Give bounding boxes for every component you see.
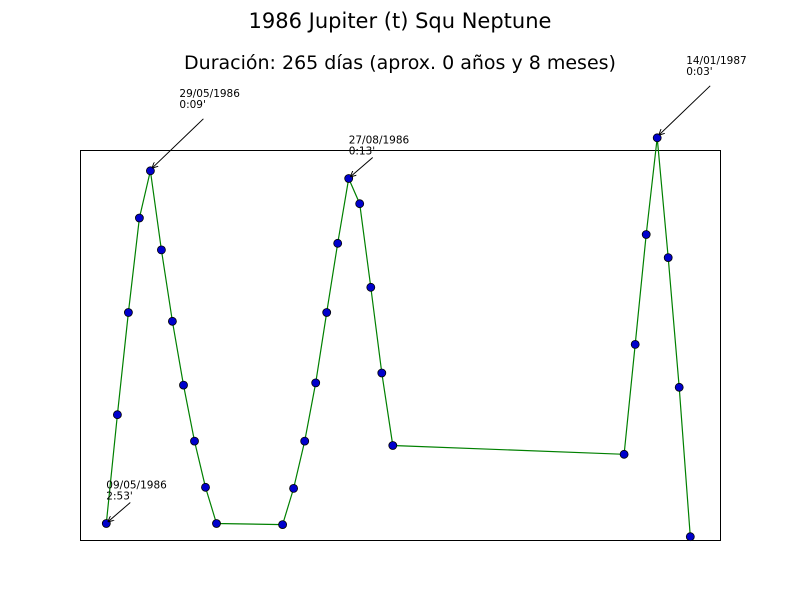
plot-area-frame [80, 150, 721, 541]
data-point [388, 441, 398, 450]
annotation-arrow [659, 85, 711, 135]
annotation-value: 0:03' [686, 66, 712, 78]
data-point [674, 382, 684, 392]
data-point [322, 308, 332, 317]
data-point [685, 532, 695, 542]
data-point [641, 230, 651, 239]
data-point [201, 482, 210, 492]
data-markers [101, 133, 695, 542]
data-point [179, 380, 188, 390]
series-line [105, 137, 691, 537]
data-point [300, 436, 310, 446]
annotation-value: 2:53' [106, 491, 132, 503]
data-point [619, 449, 629, 459]
annotation-date: 29/05/1986 [179, 88, 240, 100]
data-point [190, 436, 199, 446]
data-point [212, 519, 221, 528]
data-point [652, 133, 662, 143]
annotation-date: 27/08/1986 [349, 135, 410, 147]
data-point [333, 238, 343, 248]
annotation-arrow [152, 118, 204, 168]
data-point [311, 378, 321, 388]
annotation-arrow [351, 157, 374, 177]
data-point [355, 199, 365, 209]
annotation-value: 0:09' [179, 99, 205, 111]
data-point [630, 339, 640, 349]
data-point [113, 410, 122, 420]
annotation-arrow [108, 502, 131, 522]
data-point [134, 213, 144, 223]
data-point [366, 282, 376, 292]
chart-subtitle: Duración: 265 días (aprox. 0 años y 8 me… [184, 52, 616, 74]
data-point [377, 368, 387, 378]
data-point [289, 483, 299, 493]
data-point [663, 253, 673, 263]
data-point [167, 316, 177, 326]
data-point [278, 520, 288, 529]
data-point [123, 308, 133, 317]
annotation-date: 09/05/1986 [106, 480, 167, 492]
chart-title: 1986 Jupiter (t) Squ Neptune [249, 9, 552, 33]
annotation-value: 0:13' [349, 146, 375, 158]
data-point [145, 166, 155, 176]
data-point [156, 245, 166, 255]
annotation-date: 14/01/1987 [686, 55, 747, 67]
